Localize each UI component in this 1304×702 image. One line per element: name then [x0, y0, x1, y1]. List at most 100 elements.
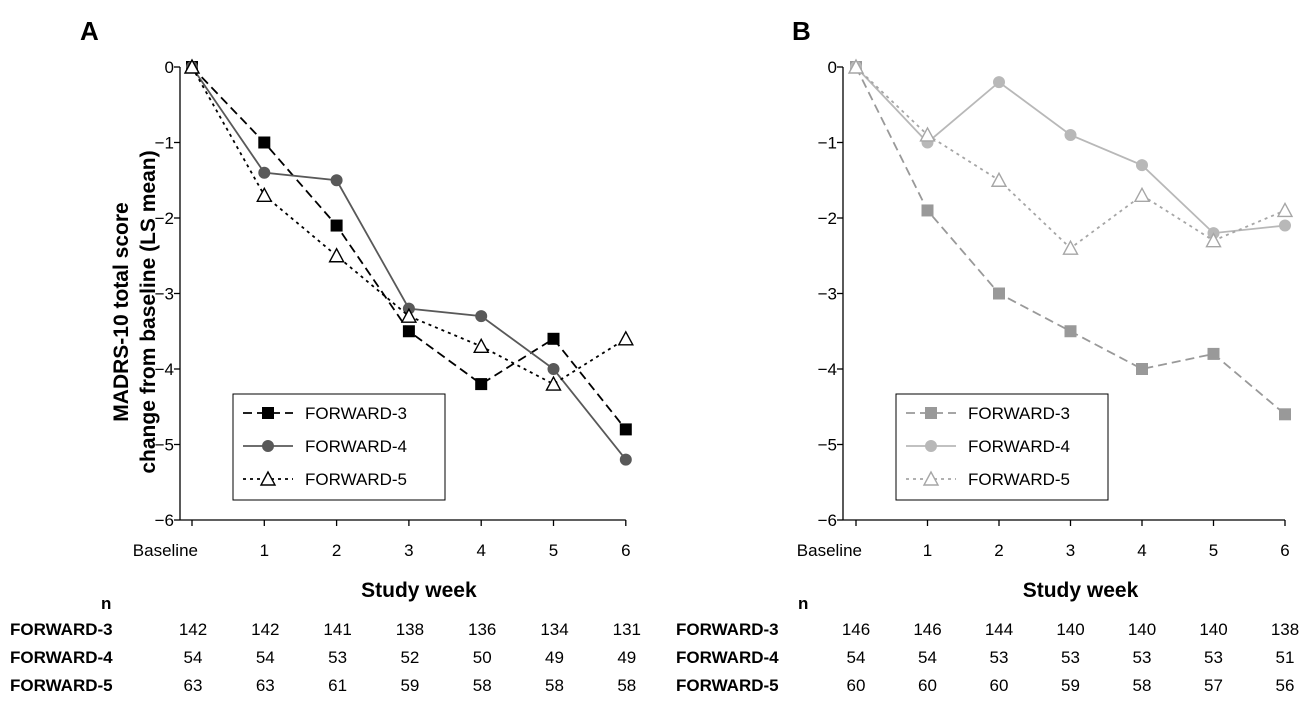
data-point-forward-5 [1133, 186, 1151, 203]
n-table-row-label: FORWARD-5 [676, 676, 779, 695]
legend-marker-forward-5 [922, 470, 940, 486]
data-point-forward-5 [328, 247, 345, 263]
data-point-forward-4 [547, 363, 560, 375]
n-table-cell: 140 [1199, 620, 1227, 639]
x-tick-label: 5 [1209, 541, 1218, 560]
data-point-forward-5 [1276, 201, 1294, 218]
y-tick-label: −1 [818, 134, 837, 153]
data-point-forward-5 [990, 171, 1008, 187]
data-point-forward-5 [545, 375, 562, 391]
panel-letter-b: B [792, 16, 811, 46]
n-table-cell: 140 [1128, 620, 1156, 639]
n-table-header: n [101, 594, 111, 613]
n-table-cell: 142 [179, 620, 207, 639]
legend-marker-forward-3 [262, 407, 274, 419]
data-point-forward-5 [847, 58, 865, 74]
data-point-forward-5 [919, 126, 936, 142]
x-tick-label: 1 [923, 541, 932, 560]
x-tick-label: 3 [1066, 541, 1075, 560]
n-table-cell: 53 [1061, 648, 1080, 667]
n-table-cell: 49 [545, 648, 564, 667]
x-tick-label: 4 [476, 541, 485, 560]
data-point-forward-5 [1205, 232, 1222, 248]
n-table-cell: 54 [847, 648, 866, 667]
y-tick-label: −3 [155, 285, 174, 304]
data-point-forward-4 [475, 310, 488, 323]
data-point-forward-3 [547, 332, 560, 345]
n-table-cell: 60 [847, 676, 866, 695]
n-table-cell: 49 [617, 648, 636, 667]
y-tick-label: −4 [818, 360, 837, 379]
n-table-cell: 63 [256, 676, 275, 695]
n-table-cell: 53 [1133, 648, 1152, 667]
n-table-cell: 59 [1061, 676, 1080, 695]
y-tick-label: −4 [155, 360, 174, 379]
legend-label-forward-3: FORWARD-3 [305, 404, 407, 423]
panel-a-chart: A 0 −1 −2 −3 −4 −5 −6 Baseline 1 2 3 4 5 6 Study week FO… [10, 16, 641, 695]
n-table-cell: 138 [396, 620, 424, 639]
n-table-row-label: FORWARD-4 [10, 648, 113, 667]
y-axis-title-line2: change from baseline (LS mean) [137, 150, 160, 473]
y-tick-label: −2 [818, 209, 837, 228]
n-table-header: n [798, 594, 808, 613]
data-point-forward-3 [330, 219, 343, 232]
legend-label-forward-4: FORWARD-4 [305, 437, 407, 456]
n-table-cell: 136 [468, 620, 496, 639]
n-table-cell: 59 [400, 676, 419, 695]
legend-marker-forward-3 [925, 407, 937, 419]
n-table-cell: 50 [473, 648, 492, 667]
data-point-forward-3 [1279, 408, 1291, 421]
legend-label-forward-5: FORWARD-5 [968, 470, 1070, 489]
panel-letter-a: A [80, 16, 99, 46]
data-point-forward-5 [400, 307, 418, 323]
data-point-forward-4 [1136, 159, 1148, 172]
n-table-cell: 134 [540, 620, 568, 639]
data-point-forward-5 [1062, 239, 1079, 255]
y-tick-label: 0 [165, 58, 174, 77]
n-table-cell: 63 [184, 676, 203, 695]
y-tick-label: −5 [818, 436, 837, 455]
data-point-forward-3 [258, 136, 271, 149]
data-point-forward-4 [1064, 128, 1077, 141]
data-point-forward-5 [256, 186, 273, 203]
n-table-cell: 53 [328, 648, 347, 667]
y-tick-label: 0 [828, 58, 837, 77]
n-table-cell: 142 [251, 620, 279, 639]
data-point-forward-4 [619, 453, 632, 466]
y-tick-label: −5 [155, 436, 174, 455]
y-tick-label: −3 [818, 285, 837, 304]
x-tick-label: 4 [1137, 541, 1146, 560]
n-table-cell: 140 [1056, 620, 1084, 639]
n-table-cell: 53 [990, 648, 1009, 667]
n-table-row-label: FORWARD-3 [676, 620, 779, 639]
n-table-cell: 141 [323, 620, 351, 639]
n-table-cell: 54 [184, 648, 203, 667]
data-point-forward-5 [473, 337, 490, 354]
x-tick-label: 5 [549, 541, 558, 560]
legend-marker-forward-5 [259, 470, 277, 486]
n-table-cell: 58 [617, 676, 636, 695]
data-point-forward-3 [475, 378, 488, 391]
x-tick-label: 2 [332, 541, 341, 560]
legend-label-forward-5: FORWARD-5 [305, 470, 407, 489]
y-tick-label: −6 [818, 511, 837, 530]
n-table-cell: 138 [1271, 620, 1299, 639]
n-table-cell: 51 [1276, 648, 1295, 667]
legend-label-forward-3: FORWARD-3 [968, 404, 1070, 423]
data-point-forward-3 [1136, 363, 1148, 375]
y-tick-label: −6 [155, 511, 174, 530]
n-table-cell: 60 [990, 676, 1009, 695]
x-axis-title: Study week [1023, 579, 1139, 602]
x-tick-label: 2 [994, 541, 1003, 560]
data-point-forward-4 [1279, 219, 1291, 232]
n-table-cell: 58 [545, 676, 564, 695]
legend-label-forward-4: FORWARD-4 [968, 437, 1070, 456]
n-table-row-label: FORWARD-4 [676, 648, 779, 667]
y-tick-label: −2 [155, 209, 174, 228]
n-table-cell: 144 [985, 620, 1013, 639]
n-table-cell: 57 [1204, 676, 1223, 695]
n-table-cell: 146 [913, 620, 941, 639]
data-point-forward-4 [258, 166, 271, 179]
